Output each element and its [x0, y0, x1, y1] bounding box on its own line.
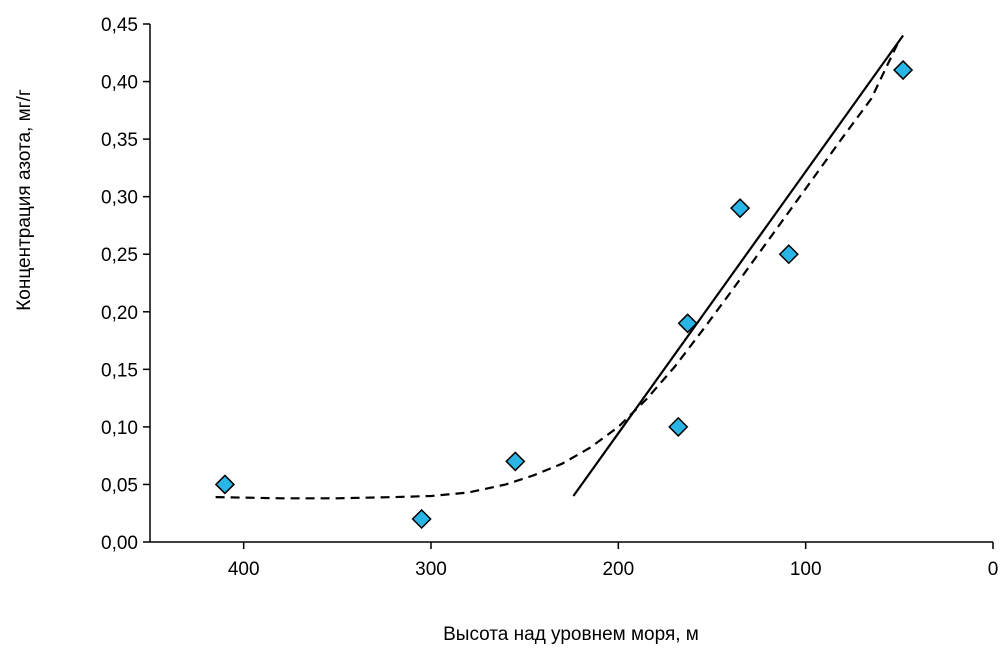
y-tick-label: 0,45 — [101, 15, 138, 36]
x-axis-title: Высота над уровнем моря, м — [443, 624, 699, 645]
y-tick-label: 0,10 — [101, 418, 138, 439]
x-tick-label: 0 — [988, 559, 999, 580]
data-point — [668, 416, 689, 437]
data-point — [677, 313, 698, 334]
solid-trend-line — [572, 34, 904, 497]
data-point — [730, 198, 751, 219]
data-point — [778, 244, 799, 265]
y-tick-label: 0,20 — [101, 303, 138, 324]
y-tick-label: 0,30 — [101, 188, 138, 209]
data-point — [893, 59, 914, 81]
data-point — [505, 451, 526, 472]
data-point — [214, 474, 235, 495]
series-layer — [214, 34, 914, 530]
data-point — [411, 508, 432, 530]
x-axis: 400 300 200 100 0 — [228, 542, 998, 580]
y-axis-title: Концентрация азота, мг/г — [14, 89, 35, 311]
y-tick-label: 0,15 — [101, 360, 138, 381]
x-tick-label: 300 — [415, 559, 447, 580]
x-tick-label: 100 — [790, 559, 822, 580]
y-tick-label: 0,00 — [101, 533, 138, 554]
y-tick-label: 0,35 — [101, 130, 138, 151]
y-axis: 0,00 0,05 0,10 0,15 0,20 0,25 0,30 0,35 0,40 0,45 — [101, 15, 150, 554]
y-tick-label: 0,25 — [101, 245, 138, 266]
plot-area — [149, 24, 993, 543]
dashed-trend-line — [215, 39, 901, 500]
y-tick-label: 0,05 — [101, 475, 138, 496]
x-tick-label: 200 — [602, 559, 634, 580]
y-tick-label: 0,40 — [101, 73, 138, 94]
x-tick-label: 400 — [228, 559, 260, 580]
